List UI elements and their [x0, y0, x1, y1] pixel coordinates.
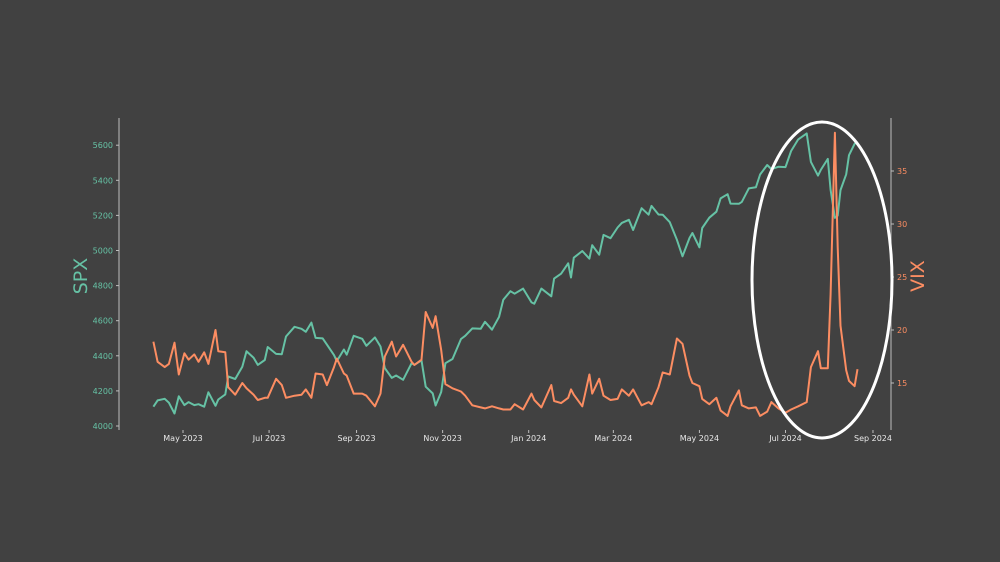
right-tick-label: 25 — [897, 273, 907, 282]
left-tick-label: 4200 — [93, 387, 113, 396]
left-tick-label: 4400 — [93, 352, 113, 361]
left-tick-label: 4000 — [93, 422, 113, 431]
x-tick-label: Jul 2023 — [252, 434, 286, 443]
x-tick-label: Sep 2023 — [338, 434, 376, 443]
left-tick-label: 4800 — [93, 282, 113, 291]
right-tick-label: 30 — [897, 220, 907, 229]
x-axis-dates: May 2023 Jul 2023 Sep 2023 Nov 2023 Jan 2024… — [163, 430, 892, 443]
right-tick-label: 15 — [897, 379, 907, 388]
right-tick-label: 20 — [897, 326, 907, 335]
left-axis-title: SPX — [70, 258, 92, 295]
x-tick-label: Sep 2024 — [854, 434, 892, 443]
vix-series-line — [152, 131, 859, 417]
x-tick-label: May 2023 — [163, 434, 202, 443]
x-tick-label: Nov 2023 — [423, 434, 462, 443]
left-tick-label: 5400 — [93, 176, 113, 185]
x-tick-label: Mar 2024 — [594, 434, 632, 443]
highlight-ellipse-annotation — [750, 120, 894, 440]
left-tick-label: 5000 — [93, 247, 113, 256]
x-tick-label: Jan 2024 — [510, 434, 546, 443]
spx-series-line — [152, 132, 859, 415]
x-tick-label: May 2024 — [680, 434, 719, 443]
left-tick-label: 4600 — [93, 317, 113, 326]
x-tick-label: Jul 2024 — [768, 434, 802, 443]
left-tick-label: 5200 — [93, 211, 113, 220]
right-axis-title: VIX — [907, 260, 929, 292]
right-tick-label: 35 — [897, 167, 907, 176]
left-tick-label: 5600 — [93, 141, 113, 150]
left-axis-spx: 4000 4200 4400 4600 4800 5000 5200 5400 5600 — [93, 118, 120, 431]
